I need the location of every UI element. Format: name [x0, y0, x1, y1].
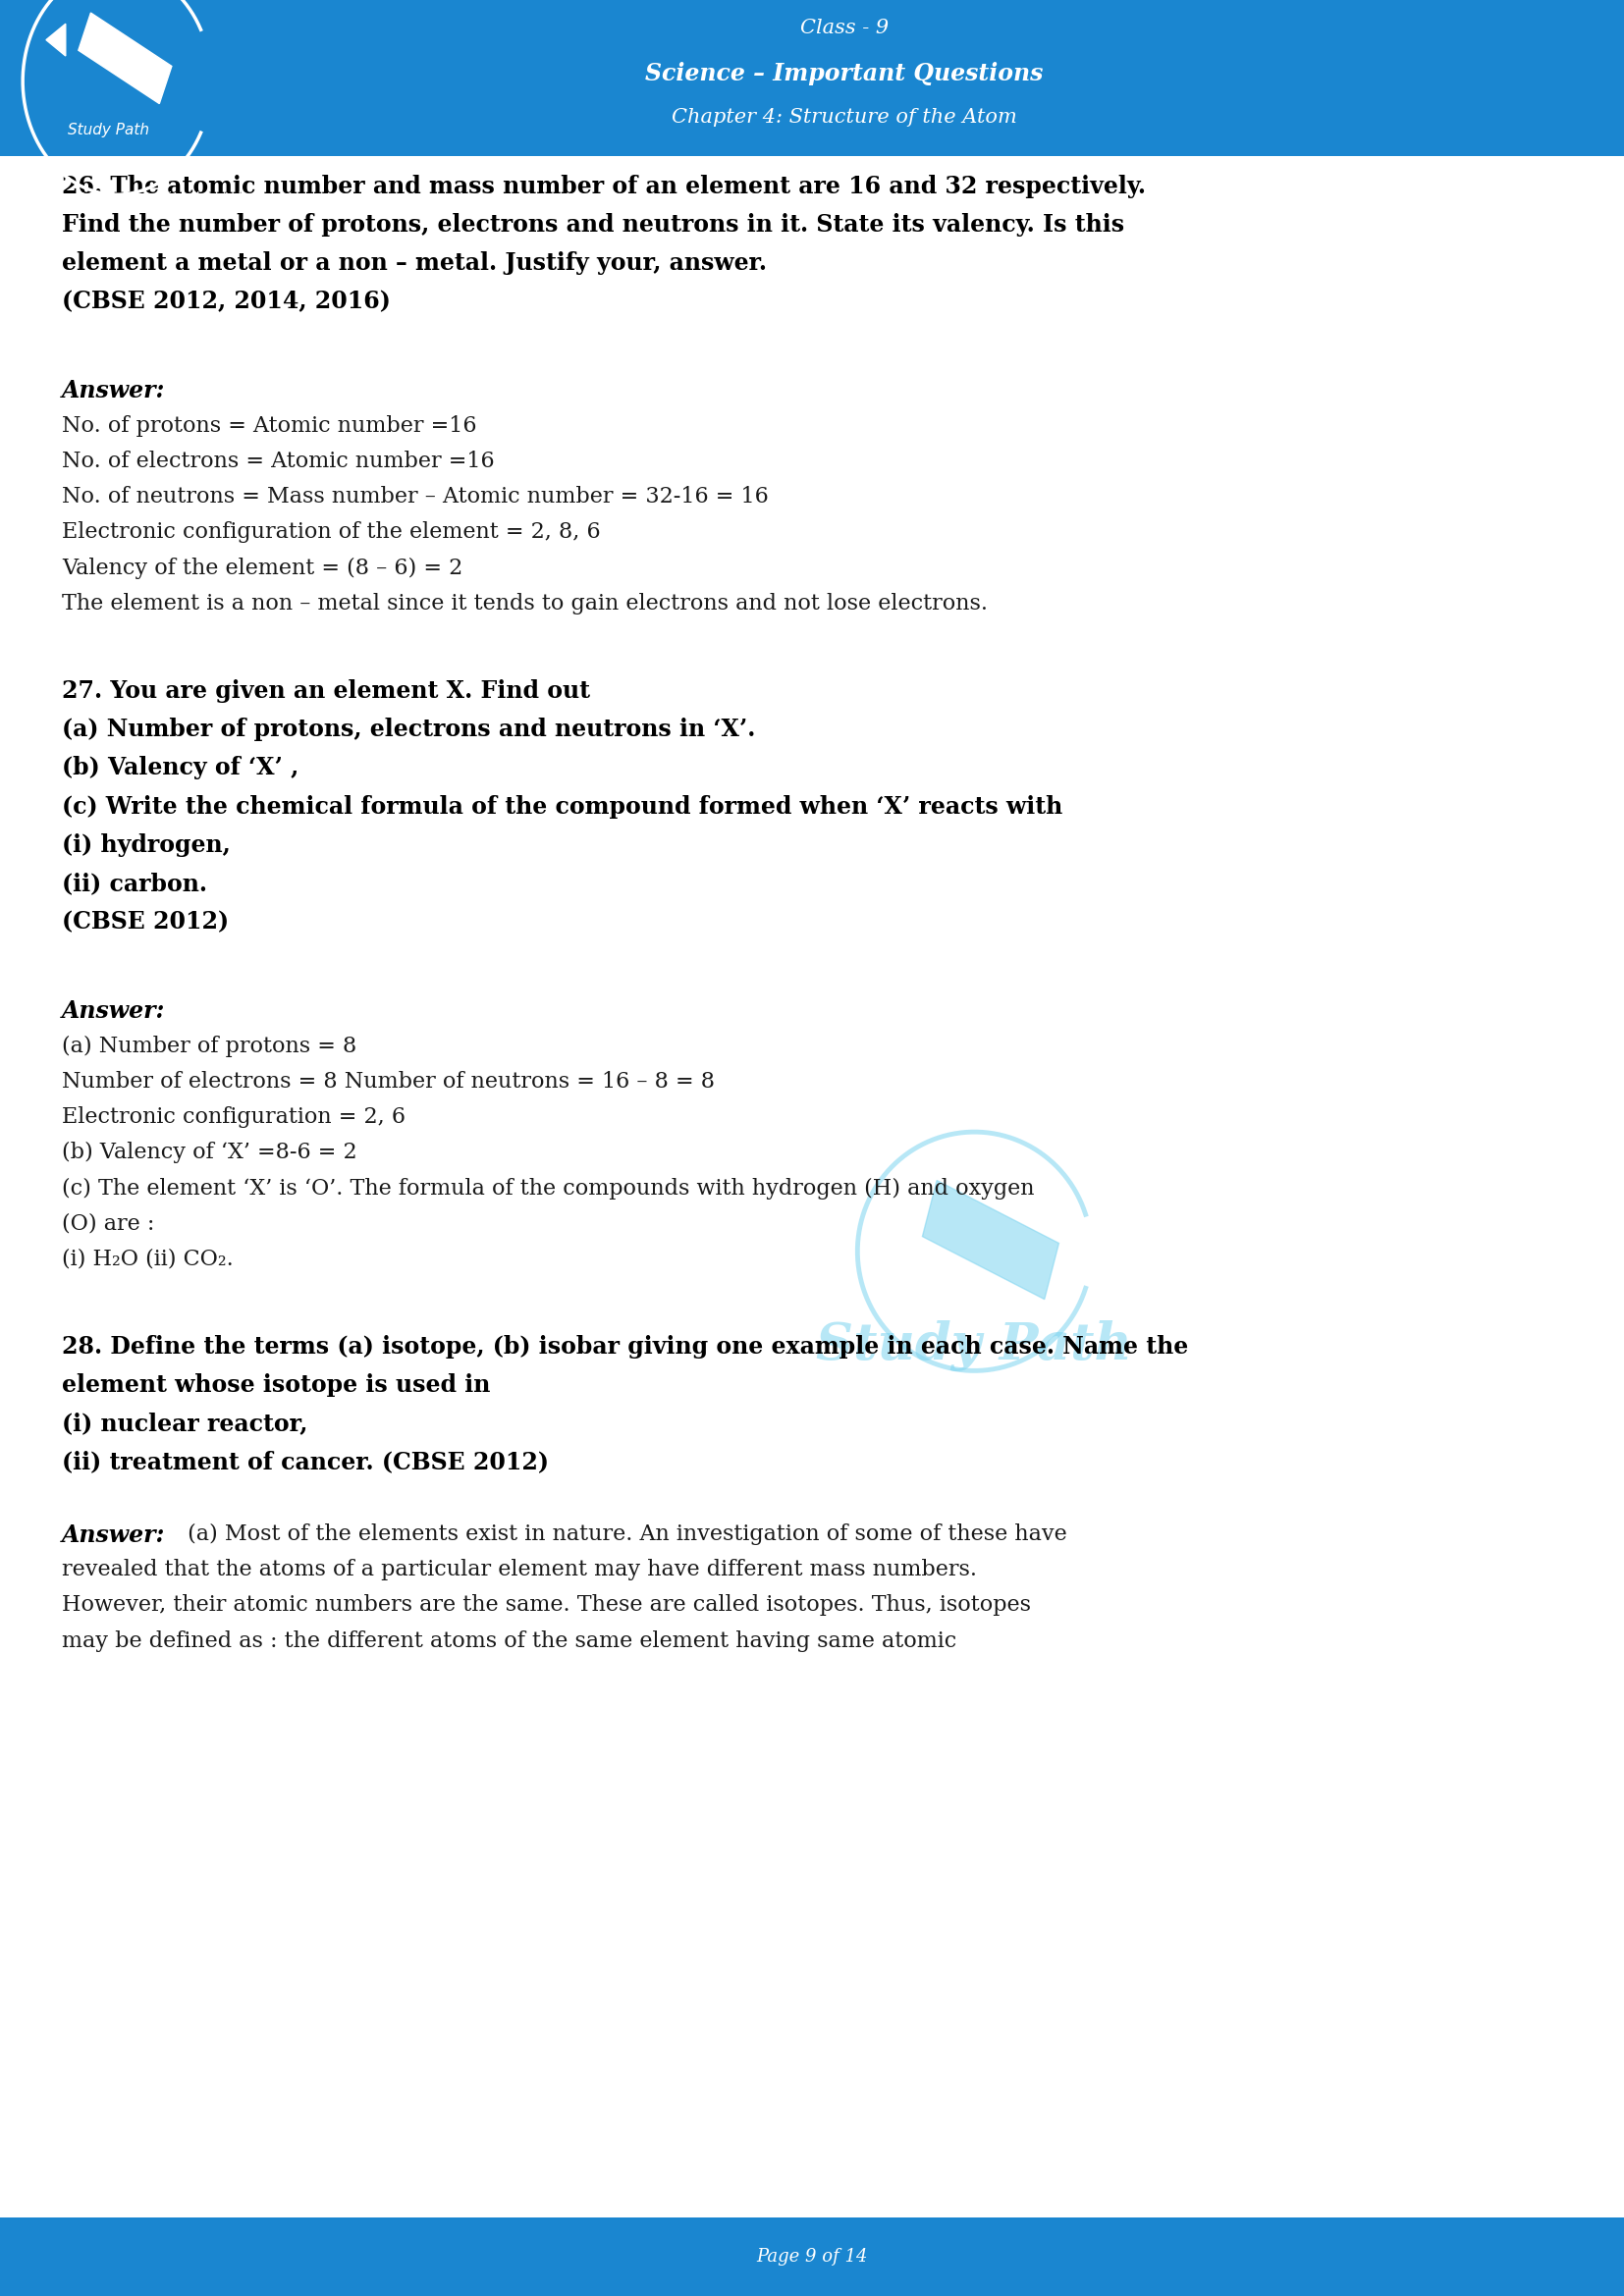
Text: element whose isotope is used in: element whose isotope is used in	[62, 1373, 490, 1396]
Text: Electronic configuration of the element = 2, 8, 6: Electronic configuration of the element …	[62, 521, 601, 544]
Text: Class - 9: Class - 9	[801, 18, 888, 37]
Text: (b) Valency of ‘X’ ,: (b) Valency of ‘X’ ,	[62, 755, 299, 781]
Text: element a metal or a non – metal. Justify your, answer.: element a metal or a non – metal. Justif…	[62, 253, 767, 276]
Polygon shape	[922, 1180, 1059, 1300]
FancyBboxPatch shape	[0, 2218, 1624, 2296]
Text: Number of electrons = 8 Number of neutrons = 16 – 8 = 8: Number of electrons = 8 Number of neutro…	[62, 1070, 715, 1093]
Text: Study Path: Study Path	[817, 1320, 1132, 1371]
Text: (a) Number of protons, electrons and neutrons in ‘X’.: (a) Number of protons, electrons and neu…	[62, 716, 755, 742]
Text: (O) are :: (O) are :	[62, 1212, 154, 1235]
Text: Answer:: Answer:	[62, 379, 166, 402]
Text: A Free Online Educational Portal: A Free Online Educational Portal	[31, 191, 242, 204]
Text: (c) The element ‘X’ is ‘O’. The formula of the compounds with hydrogen (H) and o: (c) The element ‘X’ is ‘O’. The formula …	[62, 1178, 1034, 1199]
Polygon shape	[78, 14, 172, 103]
Polygon shape	[45, 23, 65, 55]
Text: (i) nuclear reactor,: (i) nuclear reactor,	[62, 1412, 307, 1435]
Text: Answer:: Answer:	[62, 1525, 166, 1548]
Text: Science – Important Questions: Science – Important Questions	[645, 62, 1044, 85]
Text: Chapter 4: Structure of the Atom: Chapter 4: Structure of the Atom	[672, 108, 1017, 126]
FancyBboxPatch shape	[0, 0, 1624, 156]
Text: (i) H₂O (ii) CO₂.: (i) H₂O (ii) CO₂.	[62, 1249, 234, 1270]
Text: 28. Define the terms (a) isotope, (b) isobar giving one example in each case. Na: 28. Define the terms (a) isotope, (b) is…	[62, 1334, 1189, 1359]
Text: (CBSE 2012, 2014, 2016): (CBSE 2012, 2014, 2016)	[62, 289, 390, 315]
Text: 26. The atomic number and mass number of an element are 16 and 32 respectively.: 26. The atomic number and mass number of…	[62, 174, 1145, 197]
Text: (ii) treatment of cancer. (CBSE 2012): (ii) treatment of cancer. (CBSE 2012)	[62, 1451, 549, 1474]
Text: (ii) carbon.: (ii) carbon.	[62, 872, 206, 895]
Text: No. of neutrons = Mass number – Atomic number = 32-16 = 16: No. of neutrons = Mass number – Atomic n…	[62, 487, 768, 507]
Text: Electronic configuration = 2, 6: Electronic configuration = 2, 6	[62, 1107, 406, 1127]
Text: Valency of the element = (8 – 6) = 2: Valency of the element = (8 – 6) = 2	[62, 558, 463, 579]
Text: may be defined as : the different atoms of the same element having same atomic: may be defined as : the different atoms …	[62, 1630, 957, 1651]
Text: Page 9 of 14: Page 9 of 14	[757, 2248, 867, 2266]
Text: No. of protons = Atomic number =16: No. of protons = Atomic number =16	[62, 416, 476, 436]
Text: The element is a non – metal since it tends to gain electrons and not lose elect: The element is a non – metal since it te…	[62, 592, 987, 615]
Text: (b) Valency of ‘X’ =8-6 = 2: (b) Valency of ‘X’ =8-6 = 2	[62, 1141, 357, 1164]
Text: (a) Number of protons = 8: (a) Number of protons = 8	[62, 1035, 357, 1056]
Text: (c) Write the chemical formula of the compound formed when ‘X’ reacts with: (c) Write the chemical formula of the co…	[62, 794, 1062, 817]
Text: However, their atomic numbers are the same. These are called isotopes. Thus, iso: However, their atomic numbers are the sa…	[62, 1596, 1031, 1616]
Text: revealed that the atoms of a particular element may have different mass numbers.: revealed that the atoms of a particular …	[62, 1559, 976, 1580]
Text: (a) Most of the elements exist in nature. An investigation of some of these have: (a) Most of the elements exist in nature…	[180, 1525, 1067, 1545]
Text: Answer:: Answer:	[62, 999, 166, 1024]
Text: Find the number of protons, electrons and neutrons in it. State its valency. Is : Find the number of protons, electrons an…	[62, 214, 1124, 236]
Text: (i) hydrogen,: (i) hydrogen,	[62, 833, 231, 856]
Text: (CBSE 2012): (CBSE 2012)	[62, 912, 229, 934]
Text: 27. You are given an element X. Find out: 27. You are given an element X. Find out	[62, 680, 590, 703]
Text: No. of electrons = Atomic number =16: No. of electrons = Atomic number =16	[62, 450, 494, 473]
Text: Study Path: Study Path	[68, 122, 149, 138]
